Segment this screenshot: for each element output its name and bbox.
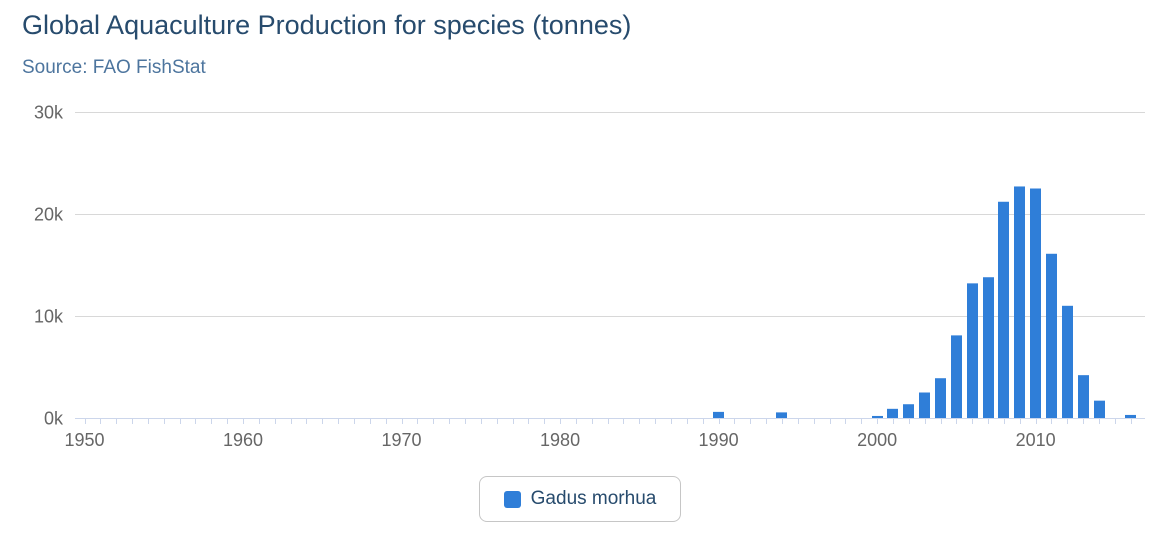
bar-2000[interactable] <box>872 415 883 418</box>
bar-2001[interactable] <box>887 408 898 418</box>
bar-2016[interactable] <box>1125 414 1136 418</box>
x-axis-label: 1990 <box>699 430 739 450</box>
plot-area: 0k 10k 20k 30k 1950 1960 1970 1980 1990 2000 2010 <box>34 103 1145 450</box>
y-axis-label: 30k <box>34 103 64 123</box>
legend-color-swatch <box>503 490 521 508</box>
bar-2003[interactable] <box>919 392 930 419</box>
x-axis-label: 2010 <box>1016 430 1056 450</box>
x-axis-label: 1960 <box>223 430 263 450</box>
legend-label: Gadus morhua <box>530 488 657 509</box>
bar-2008[interactable] <box>998 201 1009 418</box>
bar-1994[interactable] <box>776 412 787 418</box>
x-axis-label: 1950 <box>64 430 104 450</box>
bar-2007[interactable] <box>983 277 994 418</box>
y-axis-label: 0k <box>44 409 64 429</box>
bar-2005[interactable] <box>951 335 962 418</box>
bar-2012[interactable] <box>1062 305 1073 418</box>
y-axis-label: 20k <box>34 205 64 225</box>
bar-2014[interactable] <box>1094 400 1105 418</box>
x-axis-label: 1970 <box>382 430 422 450</box>
bar-2009[interactable] <box>1014 186 1025 418</box>
legend: Gadus morhua <box>0 476 1160 522</box>
bar-2010[interactable] <box>1030 188 1041 419</box>
x-axis-label: 1980 <box>540 430 580 450</box>
bar-2006[interactable] <box>967 283 978 418</box>
chart-subtitle: Source: FAO FishStat <box>22 57 206 78</box>
bar-1990[interactable] <box>713 411 724 418</box>
bar-2011[interactable] <box>1046 253 1057 418</box>
legend-item-gadus-morhua[interactable]: Gadus morhua <box>478 476 682 522</box>
x-axis-label: 2000 <box>857 430 897 450</box>
bar-2002[interactable] <box>903 404 914 418</box>
bar-2004[interactable] <box>935 378 946 418</box>
chart-title: Global Aquaculture Production for specie… <box>22 10 632 40</box>
y-axis-label: 10k <box>34 307 64 327</box>
bar-2013[interactable] <box>1078 375 1089 418</box>
